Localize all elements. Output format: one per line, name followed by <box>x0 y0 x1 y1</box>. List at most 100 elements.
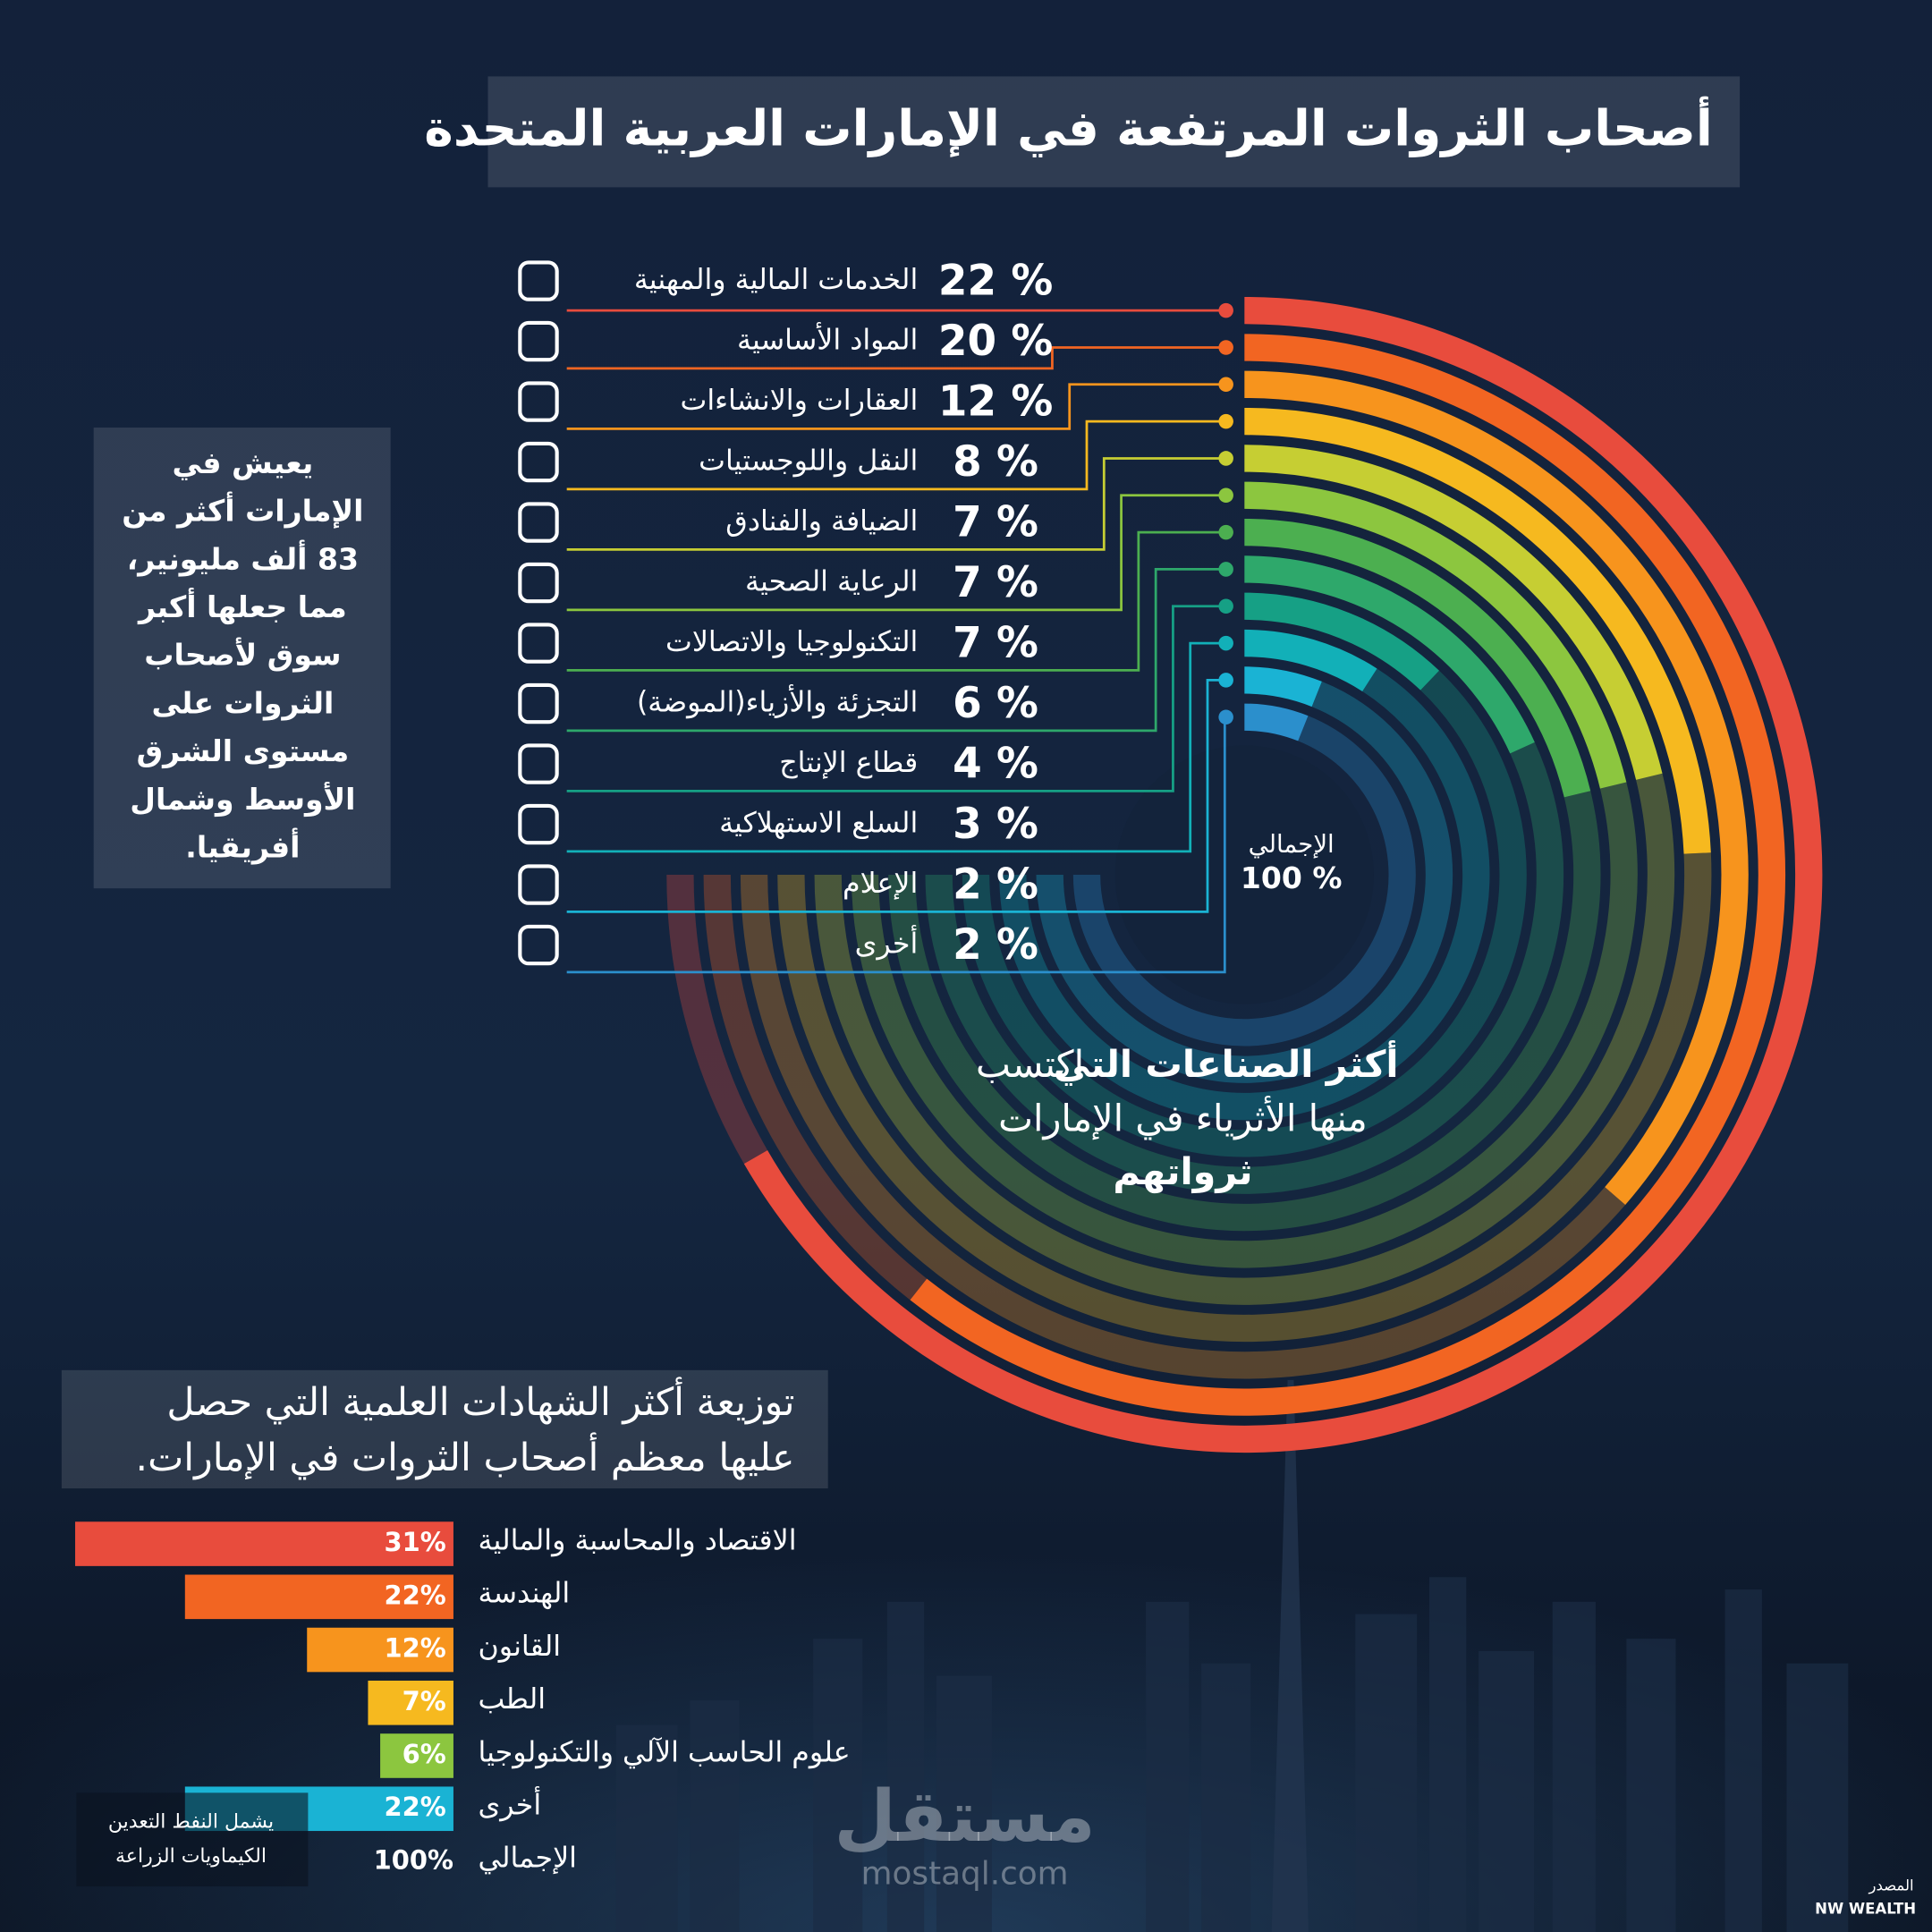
value-label: 22 % <box>938 257 1053 305</box>
title: أصحاب الثروات المرتفعة في الإمارات العرب… <box>424 97 1712 158</box>
side-note-line: مما جعلها أكبر <box>137 588 347 625</box>
bar-value-label: 6% <box>402 1739 446 1769</box>
bar <box>307 1627 453 1673</box>
side-note-line: أفريقيا. <box>185 828 300 866</box>
category-label: قطاع الإنتاج <box>779 747 918 779</box>
watermark: مستقل <box>835 1775 1096 1858</box>
ring-bar <box>1244 481 1627 789</box>
tower <box>615 1724 678 1932</box>
annotation: ثرواتهم <box>1113 1150 1252 1194</box>
bar-chart-title: عليها معظم أصحاب الثروات في الإمارات. <box>136 1432 795 1480</box>
category-label: الخدمات المالية والمهنية <box>634 264 918 296</box>
total-label: 100% <box>374 1844 453 1875</box>
icon <box>518 864 559 905</box>
leader-line <box>566 568 1226 733</box>
bar-value-label: 7% <box>402 1686 446 1716</box>
value-label: 2 % <box>953 921 1038 970</box>
total-name: الإجمالي <box>478 1843 576 1875</box>
ring-track <box>888 791 1601 1232</box>
leader-line <box>566 530 1226 672</box>
ring-track <box>999 668 1490 1121</box>
leader-dot <box>1218 709 1233 724</box>
side-note-line: الأوسط وشمال <box>130 781 355 818</box>
ring-track <box>814 773 1675 1305</box>
center-disc <box>1114 745 1374 1004</box>
leader-dot <box>1218 635 1233 651</box>
bar-value-label: 31% <box>384 1527 445 1557</box>
category-label: الرعاية الصحية <box>745 566 918 598</box>
ring-track <box>740 875 1626 1379</box>
leader-dot <box>1218 340 1233 355</box>
icon <box>518 924 559 966</box>
category-label: السلع الاستهلاكية <box>719 808 918 840</box>
value-label: 7 % <box>953 559 1038 607</box>
tower <box>1626 1639 1676 1932</box>
tower <box>690 1700 740 1932</box>
tower <box>813 1639 863 1932</box>
tower <box>1428 1577 1467 1932</box>
bar-category: علوم الحاسب الآلي والتكنولوجيا <box>478 1736 850 1768</box>
ring-bar <box>1244 445 1663 780</box>
spire <box>1271 1379 1309 1932</box>
value-label: 20 % <box>938 318 1053 366</box>
footnote: يشمل النفط التعدين <box>108 1810 274 1833</box>
category-label: التكنولوجيا والاتصالات <box>665 626 918 658</box>
bar-title-box <box>61 1369 828 1489</box>
category-label: التجزئة والأزياء(الموضة) <box>637 684 918 719</box>
leader-dot <box>1218 302 1233 318</box>
icon <box>518 803 559 845</box>
ring-bar <box>1244 629 1377 692</box>
ring-track <box>851 782 1638 1268</box>
bar-category: الطب <box>478 1683 546 1716</box>
category-label: الإعلام <box>843 868 918 900</box>
value-label: 7 % <box>953 619 1038 667</box>
icon <box>518 260 559 301</box>
annotation: أكثر الصناعات التي <box>1054 1040 1399 1087</box>
bar <box>75 1521 453 1566</box>
bar-value-label: 22% <box>384 1792 445 1822</box>
leader-line <box>566 679 1226 913</box>
icon <box>518 682 559 724</box>
bar-chart-title: توزيعة أكثر الشهادات العلمية التي حصل <box>166 1377 794 1425</box>
value-label: 7 % <box>953 498 1038 547</box>
leader-line <box>566 383 1226 430</box>
bar <box>380 1733 453 1778</box>
bar-value-label: 22% <box>384 1580 445 1610</box>
value-label: 4 % <box>953 740 1038 788</box>
category-label: أخرى <box>855 925 919 961</box>
leader-line <box>566 457 1226 551</box>
leader-dot <box>1218 673 1233 688</box>
ring-track <box>777 852 1712 1343</box>
leader-dot <box>1218 562 1233 577</box>
bar-category: أخرى <box>478 1785 541 1821</box>
category-label: العقارات والانشاءات <box>681 385 919 417</box>
ring-track <box>1036 681 1453 1083</box>
title-box <box>487 76 1741 188</box>
bar <box>368 1680 453 1725</box>
bar-category: الهندسة <box>478 1578 570 1610</box>
icon <box>518 623 559 664</box>
ring-bar <box>910 334 1786 1416</box>
ring-bar <box>1243 703 1309 741</box>
leader-line <box>566 346 1226 370</box>
icon <box>518 502 559 543</box>
leader-line <box>566 605 1226 792</box>
icon <box>518 381 559 422</box>
tower <box>1786 1663 1849 1932</box>
tower <box>1724 1589 1762 1932</box>
ring-bar <box>1244 370 1749 1206</box>
watermark: mostaql.com <box>861 1856 1069 1893</box>
leader-line <box>566 641 1226 853</box>
center-label: الإجمالي <box>1249 830 1335 859</box>
value-label: 3 % <box>953 801 1038 849</box>
leader-line <box>566 419 1226 491</box>
footnote-box <box>76 1792 309 1887</box>
ring-track <box>962 670 1527 1157</box>
side-note: يعيش في الإمارات أكثر من 83 ألف مليونير، مم… <box>122 445 363 866</box>
ring-bar <box>743 296 1823 1453</box>
category-label: النقل واللوجستيات <box>699 445 918 478</box>
tower <box>1146 1601 1190 1932</box>
source-name: NW WEALTH <box>1815 1901 1916 1918</box>
side-note-line: مستوى الشرق <box>137 733 350 769</box>
